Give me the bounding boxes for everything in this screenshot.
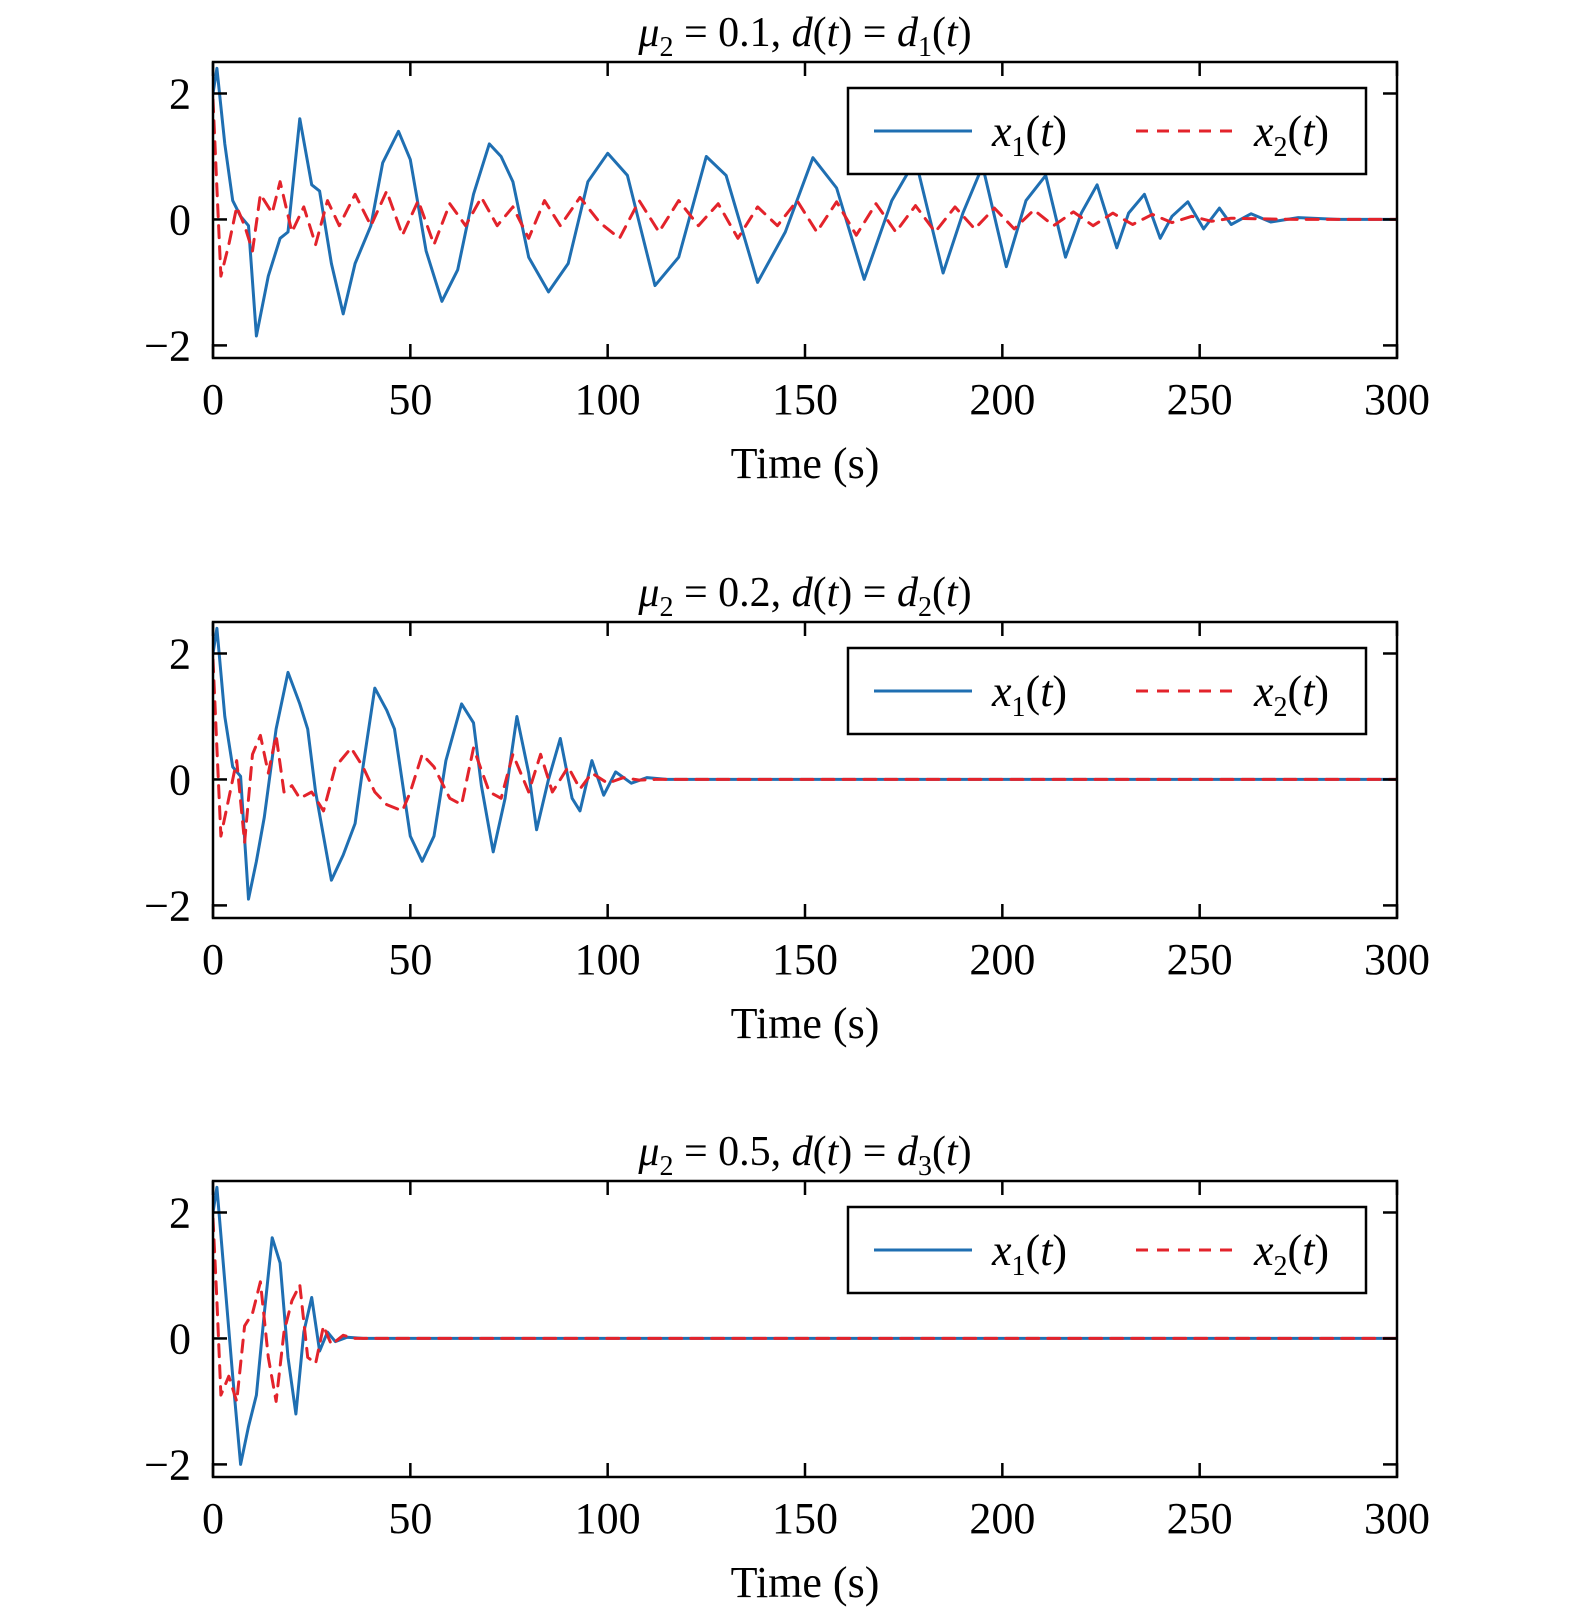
legend-label-x2: x2(t) (1253, 107, 1329, 163)
legend-label-x1: x1(t) (991, 1226, 1067, 1282)
x-tick-label: 100 (575, 1494, 641, 1543)
y-tick-label: 2 (169, 69, 191, 118)
series-line-x2 (213, 1217, 1397, 1403)
x-tick-label: 300 (1364, 375, 1430, 424)
legend-label-x1: x1(t) (991, 107, 1067, 163)
x-tick-label: 300 (1364, 1494, 1430, 1543)
legend-label-x1: x1(t) (991, 667, 1067, 723)
series-line-x1 (213, 66, 1397, 338)
y-tick-label: 0 (169, 195, 191, 244)
x-tick-label: 0 (202, 375, 224, 424)
y-tick-label: 2 (169, 629, 191, 678)
series-line-x2 (213, 98, 1397, 278)
series-group (213, 1185, 1397, 1466)
x-tick-label: 100 (575, 375, 641, 424)
chart-panel-2: μ2 = 0.2, d(t) = d2(t) 0 50 100 150 200 250 300… (144, 570, 1430, 1048)
y-tick-label: 2 (169, 1188, 191, 1237)
x-tick-label: 250 (1167, 375, 1233, 424)
y-tick-label: −2 (144, 321, 191, 370)
x-tick-label: 250 (1167, 1494, 1233, 1543)
y-tick-label: 0 (169, 755, 191, 804)
legend-label-x2: x2(t) (1253, 1226, 1329, 1282)
chart-title: μ2 = 0.2, d(t) = d2(t) (637, 570, 971, 623)
x-tick-label: 300 (1364, 935, 1430, 984)
x-tick-label: 0 (202, 1494, 224, 1543)
x-axis-label: Time (s) (731, 1558, 880, 1607)
series-line-x2 (213, 658, 1397, 844)
series-group (213, 626, 1397, 901)
chart-panel-1: μ2 = 0.1, d(t) = d1(t) 0 50 100 150 200 250 300… (144, 10, 1430, 488)
x-tick-label: 150 (772, 1494, 838, 1543)
x-tick-label: 0 (202, 935, 224, 984)
legend-label-x2: x2(t) (1253, 667, 1329, 723)
x-tick-label: 50 (388, 375, 432, 424)
legend: x1(t) x2(t) (846, 86, 1368, 176)
y-tick-label: −2 (144, 881, 191, 930)
x-tick-label: 100 (575, 935, 641, 984)
y-tick-label: −2 (144, 1440, 191, 1489)
x-tick-label: 200 (969, 935, 1035, 984)
series-line-x1 (213, 626, 1397, 901)
x-tick-label: 200 (969, 375, 1035, 424)
x-tick-label: 150 (772, 935, 838, 984)
x-tick-label: 150 (772, 375, 838, 424)
series-group (213, 66, 1397, 338)
chart-title: μ2 = 0.1, d(t) = d1(t) (637, 10, 971, 63)
x-tick-label: 50 (388, 935, 432, 984)
x-axis-label: Time (s) (731, 999, 880, 1048)
x-tick-label: 250 (1167, 935, 1233, 984)
x-axis-label: Time (s) (731, 439, 880, 488)
legend: x1(t) x2(t) (846, 1205, 1368, 1295)
legend: x1(t) x2(t) (846, 646, 1368, 736)
chart-panel-3: μ2 = 0.5, d(t) = d3(t) 0 50 100 150 200 250 300… (144, 1129, 1430, 1607)
x-tick-label: 50 (388, 1494, 432, 1543)
y-tick-label: 0 (169, 1314, 191, 1363)
x-tick-label: 200 (969, 1494, 1035, 1543)
chart-title: μ2 = 0.5, d(t) = d3(t) (637, 1129, 971, 1182)
legend-box (846, 1205, 1368, 1295)
